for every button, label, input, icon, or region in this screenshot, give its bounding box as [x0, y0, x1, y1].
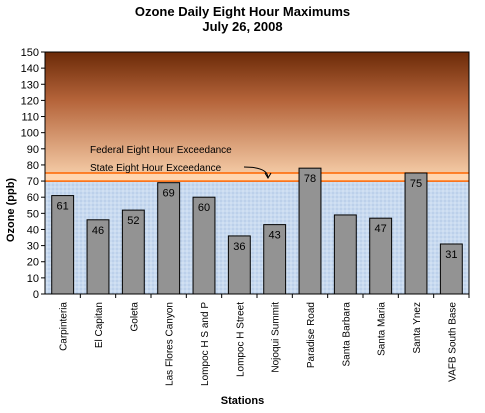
- data-label-0: 61: [57, 201, 69, 213]
- x-axis-label: Stations: [220, 395, 265, 407]
- federal-threshold-label: Federal Eight Hour Exceedance: [90, 145, 232, 156]
- data-label-9: 47: [375, 223, 387, 235]
- x-tick-label-10: Santa Ynez: [412, 302, 423, 354]
- x-tick-label-11: VAFB South Base: [447, 302, 458, 382]
- data-label-7: 78: [304, 173, 316, 185]
- x-tick-label-2: Goleta: [129, 302, 140, 332]
- y-tick-label-4: 40: [27, 224, 39, 236]
- y-tick-label-10: 100: [21, 128, 39, 140]
- x-tick-label-3: Las Flores Canyon: [165, 302, 176, 386]
- y-tick-label-0: 0: [33, 289, 39, 301]
- y-tick-label-3: 30: [27, 241, 39, 253]
- y-tick-label-13: 130: [21, 79, 39, 91]
- x-tick-label-7: Paradise Road: [306, 302, 317, 368]
- data-label-5: 36: [233, 241, 245, 253]
- x-tick-label-4: Lompoc H S and P: [200, 302, 211, 386]
- data-label-4: 60: [198, 202, 210, 214]
- bar-8: [333, 214, 357, 295]
- y-tick-label-1: 10: [27, 273, 39, 285]
- y-tick-label-14: 140: [21, 63, 39, 75]
- x-tick-label-1: El Capitan: [94, 302, 105, 348]
- y-tick-label-9: 90: [27, 144, 39, 156]
- data-label-2: 52: [127, 215, 139, 227]
- x-tick-label-0: Carpinteria: [59, 302, 70, 351]
- y-tick-label-2: 20: [27, 257, 39, 269]
- exceedance-zone: [45, 52, 469, 173]
- state-threshold-label: State Eight Hour Exceedance: [90, 163, 222, 174]
- y-tick-label-12: 120: [21, 95, 39, 107]
- y-axis-label-wrap: Ozone (ppb): [5, 178, 17, 242]
- data-label-10: 75: [410, 178, 422, 190]
- x-tick-label-9: Santa Maria: [377, 302, 388, 356]
- data-label-3: 69: [163, 188, 175, 200]
- y-tick-label-15: 150: [21, 47, 39, 59]
- x-tick-label-6: Nojoqui Summit: [271, 302, 282, 373]
- plot-frame: [44, 51, 470, 295]
- data-label-6: 43: [269, 230, 281, 242]
- y-tick-label-7: 70: [27, 176, 39, 188]
- y-tick-label-5: 50: [27, 208, 39, 220]
- y-tick-label-8: 80: [27, 160, 39, 172]
- x-tick-label-8: Santa Barbara: [341, 302, 352, 367]
- threshold-arrow: [243, 166, 269, 179]
- y-tick-label-11: 110: [21, 112, 39, 124]
- threshold-arrowhead: [264, 172, 272, 180]
- safe-zone: [45, 181, 469, 294]
- data-label-1: 46: [92, 225, 104, 237]
- threshold-band: [45, 173, 469, 182]
- data-label-11: 31: [445, 249, 457, 261]
- y-tick-label-6: 60: [27, 192, 39, 204]
- y-axis-label: Ozone (ppb): [5, 178, 17, 242]
- bar-7: [298, 167, 322, 295]
- chart-title: Ozone Daily Eight Hour Maximums: [134, 4, 351, 19]
- chart-subtitle: July 26, 2008: [202, 19, 283, 34]
- x-tick-label-5: Lompoc H Street: [235, 302, 246, 377]
- bar-10: [404, 172, 428, 295]
